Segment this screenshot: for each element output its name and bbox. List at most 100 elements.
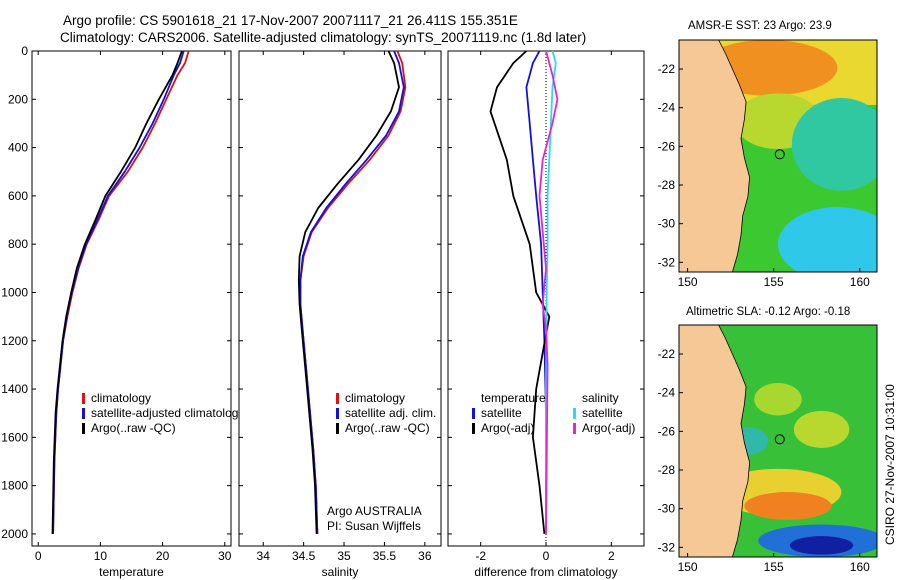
sst-cold-patch <box>778 207 877 272</box>
y-tick-label: -28 <box>658 178 676 192</box>
plot-frame <box>31 50 232 547</box>
legend-header: temperature <box>472 391 546 406</box>
y-tick-label: -22 <box>658 62 676 76</box>
y-tick-label: -32 <box>658 540 676 554</box>
series-line <box>297 50 400 534</box>
legend-swatch <box>82 423 85 434</box>
y-tick-label: -28 <box>658 463 676 477</box>
x-tick-label: 150 <box>678 560 698 574</box>
credit-line1: Argo AUSTRALIA <box>327 504 422 518</box>
legend-label: Argo(..raw -QC) <box>91 421 176 435</box>
x-tick-label: 155 <box>764 275 784 289</box>
x-tick-label: 34 <box>257 549 271 563</box>
legend-header: salinity <box>573 391 635 406</box>
legend-swatch <box>472 423 475 434</box>
legend-swatch <box>82 408 85 419</box>
credit-line2: PI: Susan Wijffels <box>327 519 421 533</box>
legend-swatch <box>573 423 576 434</box>
legend-swatch <box>573 408 576 419</box>
salinity-legend: climatology satellite adj. clim. Argo(..… <box>336 391 436 436</box>
timestamp-label: CSIRO 27-Nov-2007 10:31:00 <box>883 384 897 545</box>
series-line <box>489 50 551 534</box>
x-tick-label: 160 <box>850 275 870 289</box>
legend-item-climatology: climatology <box>82 391 239 406</box>
x-axis-label: difference from climatology <box>474 565 617 579</box>
legend-label: satellite adj. clim. <box>345 406 437 420</box>
difference-temperature-legend: temperature satellite Argo(-adj) <box>472 391 546 436</box>
x-tick-label: 2 <box>608 549 615 563</box>
legend-item-satellite: satellite-adjusted climatology <box>82 406 239 421</box>
y-tick-label: -30 <box>658 502 676 516</box>
land-mass <box>679 325 751 557</box>
legend-item-argo: Argo(-adj) <box>573 421 635 436</box>
y-tick-label: -26 <box>658 139 676 153</box>
legend-label: temperature <box>481 391 546 405</box>
y-tick-label: 200 <box>8 92 28 106</box>
series-line <box>538 50 559 534</box>
legend-item-satellite: satellite <box>472 406 546 421</box>
legend-item-argo: Argo(..raw -QC) <box>82 421 239 436</box>
plot-frame <box>238 50 442 547</box>
legend-swatch <box>472 408 475 419</box>
x-tick-label: 34.5 <box>292 549 316 563</box>
figure-title-line1: Argo profile: CS 5901618_21 17-Nov-2007 … <box>63 13 518 28</box>
sla-lowest-patch <box>789 536 854 555</box>
legend-swatch <box>336 423 339 434</box>
y-tick-label: 1400 <box>1 382 28 396</box>
legend-label: satellite <box>481 406 522 420</box>
figure-title-line2: Climatology: CARS2006. Satellite-adjuste… <box>60 30 587 45</box>
legend-item-satellite: satellite <box>573 406 635 421</box>
sst-cool-patch <box>791 98 877 191</box>
y-tick-label: -22 <box>658 347 676 361</box>
y-tick-label: 1800 <box>1 479 28 493</box>
map-frame <box>678 324 878 558</box>
y-tick-label: 1200 <box>1 334 28 348</box>
legend-label: salinity <box>582 391 619 405</box>
y-tick-label: 1600 <box>1 430 28 444</box>
y-tick-label: 800 <box>8 237 28 251</box>
x-tick-label: 20 <box>156 549 170 563</box>
difference-salinity-legend: salinity satellite Argo(-adj) <box>573 391 635 436</box>
legend-label: Argo(..raw -QC) <box>345 421 430 435</box>
y-tick-label: -32 <box>658 255 676 269</box>
series-line <box>51 50 183 534</box>
legend-item-climatology: climatology <box>336 391 436 406</box>
legend-swatch <box>336 393 339 404</box>
legend-label: Argo(-adj) <box>582 421 636 435</box>
legend-label: satellite <box>582 406 623 420</box>
legend-label: Argo(-adj) <box>481 421 535 435</box>
x-tick-label: 155 <box>764 560 784 574</box>
x-tick-label: 35.5 <box>373 549 397 563</box>
legend-item-argo: Argo(-adj) <box>472 421 546 436</box>
map-field <box>679 40 877 272</box>
legend-swatch <box>336 408 339 419</box>
y-tick-label: 1000 <box>1 285 28 299</box>
legend-item-satellite: satellite adj. clim. <box>336 406 436 421</box>
sst-map-title: AMSR-E SST: 23 Argo: 23.9 <box>688 20 832 32</box>
x-tick-label: 150 <box>678 275 698 289</box>
y-tick-label: -26 <box>658 424 676 438</box>
y-tick-label: -24 <box>658 386 676 400</box>
y-tick-label: 600 <box>8 189 28 203</box>
sla-high-patch <box>754 383 802 416</box>
legend-label: climatology <box>91 391 152 405</box>
x-tick-label: 0 <box>35 549 42 563</box>
legend-label: satellite-adjusted climatology <box>91 406 239 420</box>
y-tick-label: 400 <box>8 141 28 155</box>
sla-map-title: Altimetric SLA: -0.12 Argo: -0.18 <box>686 306 851 318</box>
sla-hot-patch <box>744 492 832 520</box>
x-tick-label: 10 <box>94 549 108 563</box>
credit-text: Argo AUSTRALIA PI: Susan Wijffels <box>327 504 422 534</box>
series-line <box>525 50 547 534</box>
temperature-legend: climatology satellite-adjusted climatolo… <box>82 391 239 436</box>
sla-high-patch <box>793 410 850 448</box>
legend-label: climatology <box>345 391 406 405</box>
y-tick-label: -24 <box>658 101 676 115</box>
land-mass <box>679 40 751 272</box>
y-tick-label: 0 <box>21 44 28 58</box>
x-tick-label: 35 <box>337 549 351 563</box>
